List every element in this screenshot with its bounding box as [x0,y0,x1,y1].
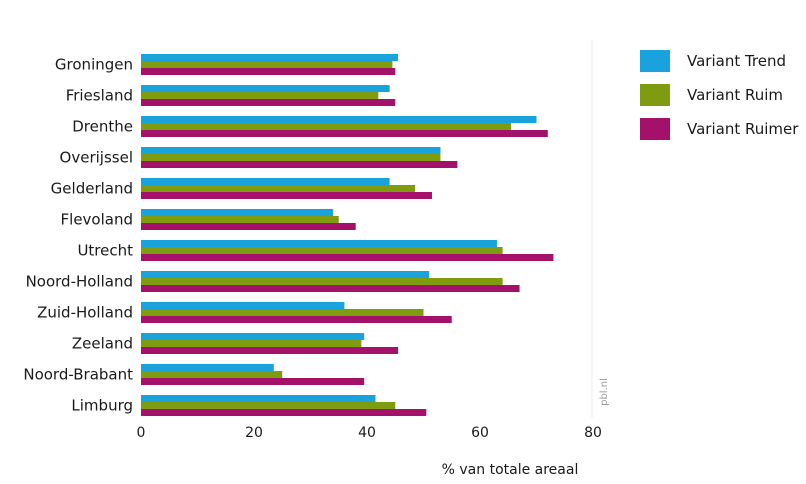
bar-noord-brabant-variant-ruim [141,371,283,378]
bar-friesland-variant-trend [141,85,390,92]
x-tick-label: 20 [245,425,263,441]
bar-limburg-variant-ruim [141,402,396,409]
category-label: Drenthe [72,118,133,136]
x-tick-label: 60 [471,425,489,441]
bar-zuid-holland-variant-trend [141,302,345,309]
bar-friesland-variant-ruim [141,92,379,99]
bar-gelderland-variant-ruim [141,185,416,192]
bar-zeeland-variant-trend [141,333,365,340]
category-label: Noord-Brabant [23,366,133,384]
bar-drenthe-variant-ruimer [141,130,548,137]
bar-noord-holland-variant-trend [141,271,430,278]
bar-groningen-variant-ruim [141,61,393,68]
bar-zuid-holland-variant-ruimer [141,316,452,323]
bar-groningen-variant-ruimer [141,68,396,75]
category-label: Zuid-Holland [37,304,133,322]
bar-utrecht-variant-ruimer [141,254,554,261]
bar-drenthe-variant-ruim [141,123,512,130]
bar-overijssel-variant-ruim [141,154,441,161]
bar-zuid-holland-variant-ruim [141,309,424,316]
category-label: Friesland [66,87,133,105]
bar-noord-holland-variant-ruim [141,278,503,285]
category-label: Flevoland [61,211,133,229]
category-label: Overijssel [60,149,133,167]
x-tick-label: 80 [584,425,602,441]
category-label: Gelderland [51,180,133,198]
bar-utrecht-variant-trend [141,240,497,247]
legend-label: Variant Ruimer [687,120,799,138]
x-axis-title: % van totale areaal [442,462,579,478]
bar-noord-holland-variant-ruimer [141,285,520,292]
bar-zeeland-variant-ruim [141,340,362,347]
category-label: Limburg [71,397,133,415]
category-labels: Groningen Friesland Drenthe Overijssel Gelde… [23,56,133,415]
bar-noord-brabant-variant-trend [141,364,274,371]
bar-gelderland-variant-ruimer [141,192,432,199]
bar-groningen-variant-trend [141,54,399,61]
bar-gelderland-variant-trend [141,178,390,185]
bar-utrecht-variant-ruim [141,247,503,254]
category-label: Zeeland [72,335,133,353]
bar-drenthe-variant-trend [141,116,537,123]
bar-limburg-variant-ruimer [141,409,427,416]
bar-overijssel-variant-ruimer [141,161,458,168]
legend-swatch [640,118,670,140]
bar-overijssel-variant-trend [141,147,441,154]
bar-flevoland-variant-ruim [141,216,339,223]
bar-flevoland-variant-trend [141,209,334,216]
bar-zeeland-variant-ruimer [141,347,399,354]
category-label: Groningen [55,56,133,74]
category-label: Utrecht [77,242,133,260]
x-tick-label: 0 [137,425,146,441]
category-label: Noord-Holland [26,273,133,291]
x-tick-label: 40 [358,425,376,441]
bar-friesland-variant-ruimer [141,99,396,106]
legend-swatch [640,50,670,72]
legend-label: Variant Ruim [687,86,783,104]
bar-limburg-variant-trend [141,395,376,402]
bars-layer [141,40,593,418]
bar-flevoland-variant-ruimer [141,223,356,230]
legend-label: Variant Trend [687,52,786,70]
bar-noord-brabant-variant-ruimer [141,378,365,385]
x-axis-ticks: 0 20 40 60 80 [137,425,602,441]
legend: Variant Trend Variant Ruim Variant Ruimer [640,50,799,140]
watermark: pbl.nl [599,378,610,406]
legend-swatch [640,84,670,106]
